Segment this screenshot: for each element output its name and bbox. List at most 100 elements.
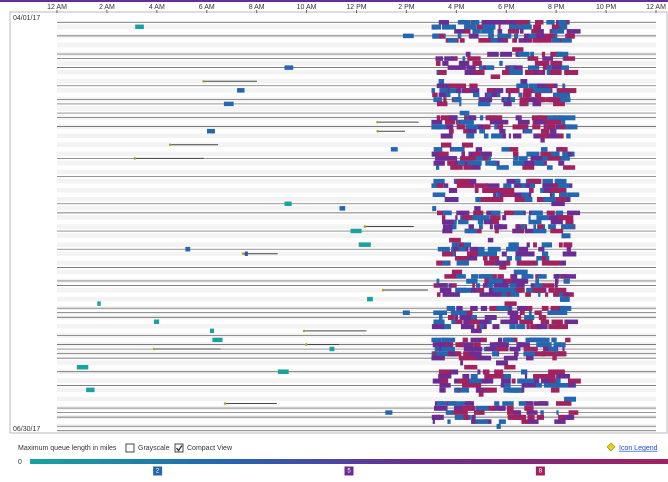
- queue-event: [549, 69, 560, 75]
- row-stripe: [57, 206, 656, 211]
- queue-event: [443, 97, 447, 103]
- queue-event: [522, 92, 527, 98]
- queue-event: [561, 38, 572, 44]
- incident-icon: [241, 252, 245, 256]
- queue-event: [505, 355, 510, 361]
- queue-event: [483, 133, 489, 139]
- queue-event: [535, 383, 542, 389]
- queue-event: [464, 24, 477, 30]
- queue-event: [541, 128, 550, 134]
- queue-event: [518, 24, 532, 30]
- queue-event: [500, 319, 514, 325]
- icon-legend-link[interactable]: Icon Legend: [619, 445, 658, 452]
- grayscale-label[interactable]: Grayscale: [138, 445, 170, 452]
- queue-event: [558, 192, 568, 198]
- queue-event: [432, 342, 446, 348]
- queue-event: [542, 251, 549, 257]
- queue-event: [358, 242, 371, 247]
- queue-event: [548, 287, 555, 293]
- queue-event: [457, 160, 462, 166]
- x-tick-label: 8 PM: [548, 4, 565, 11]
- queue-event: [542, 224, 546, 230]
- queue-event: [525, 69, 535, 75]
- queue-event: [459, 156, 470, 162]
- queue-event: [549, 378, 559, 384]
- queue-event: [469, 378, 482, 384]
- queue-event: [563, 56, 576, 62]
- top-border: [0, 0, 668, 2]
- queue-event: [482, 256, 488, 262]
- queue-event: [432, 419, 435, 425]
- queue-event: [565, 33, 569, 39]
- queue-event: [488, 287, 492, 293]
- queue-event: [440, 142, 452, 148]
- queue-event: [500, 383, 505, 389]
- queue-event: [446, 156, 457, 162]
- queue-event: [532, 101, 542, 107]
- queue-event: [530, 156, 543, 162]
- queue-event: [329, 346, 335, 352]
- queue-event: [484, 278, 492, 284]
- queue-event: [529, 187, 534, 193]
- queue-event: [237, 88, 245, 93]
- queue-event: [551, 337, 557, 343]
- queue-event: [535, 337, 547, 343]
- queue-event: [477, 124, 491, 130]
- queue-event: [444, 124, 454, 130]
- queue-event: [562, 83, 566, 89]
- queue-event: [560, 215, 574, 221]
- queue-event: [529, 183, 536, 189]
- queue-event: [438, 79, 445, 85]
- grayscale-checkbox[interactable]: [125, 443, 135, 453]
- queue-event: [438, 374, 452, 380]
- queue-event: [538, 292, 541, 298]
- queue-event: [459, 60, 470, 66]
- queue-event: [541, 305, 549, 311]
- compact-view-checkbox[interactable]: [174, 443, 184, 453]
- incident-icon: [168, 143, 172, 147]
- queue-event: [436, 183, 444, 189]
- queue-event: [470, 337, 478, 343]
- queue-event: [501, 187, 515, 193]
- queue-event: [478, 319, 490, 325]
- queue-event: [463, 119, 474, 125]
- queue-event: [494, 260, 501, 266]
- queue-event: [502, 215, 506, 221]
- compact-view-label[interactable]: Compact View: [187, 445, 233, 452]
- queue-event: [490, 74, 501, 80]
- queue-event: [550, 305, 559, 311]
- queue-event: [458, 401, 472, 407]
- queue-event: [447, 160, 461, 166]
- queue-event: [505, 192, 517, 198]
- row-stripe: [57, 178, 656, 184]
- queue-event: [477, 251, 492, 257]
- queue-event: [486, 65, 495, 71]
- queue-event: [533, 242, 537, 248]
- colorbar-tick-label: 2: [156, 469, 160, 475]
- colorbar-tick-label: 0: [18, 459, 22, 466]
- queue-event: [525, 383, 539, 389]
- row-stripe: [57, 324, 656, 329]
- queue-event: [490, 287, 493, 293]
- queue-event: [507, 292, 511, 298]
- queue-event: [526, 378, 535, 384]
- queue-event: [499, 192, 504, 198]
- queue-event: [460, 360, 464, 366]
- queue-event: [527, 178, 542, 184]
- queue-event: [515, 315, 522, 321]
- queue-event: [507, 310, 519, 316]
- queue-event: [431, 151, 439, 157]
- queue-event: [433, 178, 445, 184]
- queue-event: [555, 178, 562, 184]
- queue-event: [284, 201, 292, 207]
- row-stripe: [57, 106, 656, 111]
- queue-event: [565, 219, 574, 225]
- queue-event: [455, 319, 463, 325]
- queue-event: [556, 351, 567, 357]
- queue-event: [551, 65, 562, 71]
- queue-event: [561, 233, 571, 239]
- queue-event: [485, 160, 498, 166]
- queue-event: [554, 287, 567, 293]
- queue-event: [470, 251, 474, 257]
